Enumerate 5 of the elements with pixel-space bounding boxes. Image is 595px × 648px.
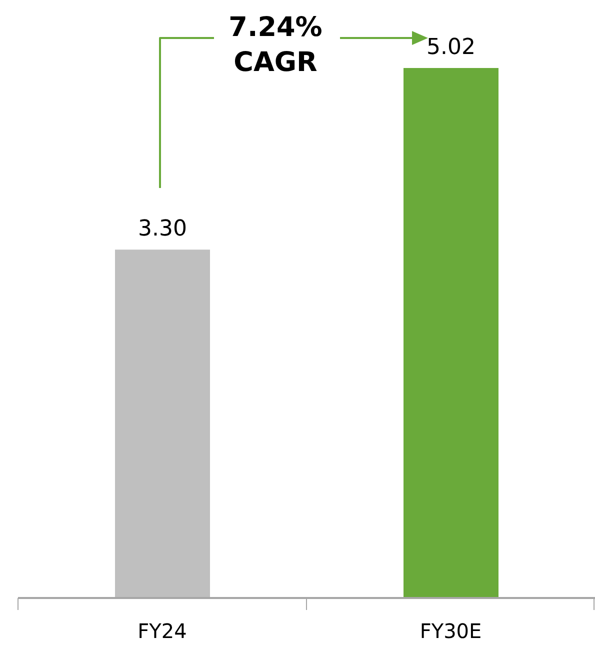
data-label: 3.30	[138, 216, 187, 242]
x-tick-label: FY30E	[420, 619, 482, 643]
annotation: 7.24% CAGR	[228, 11, 324, 80]
data-label: 5.02	[426, 35, 476, 60]
x-tick-label: FY24	[138, 619, 187, 643]
